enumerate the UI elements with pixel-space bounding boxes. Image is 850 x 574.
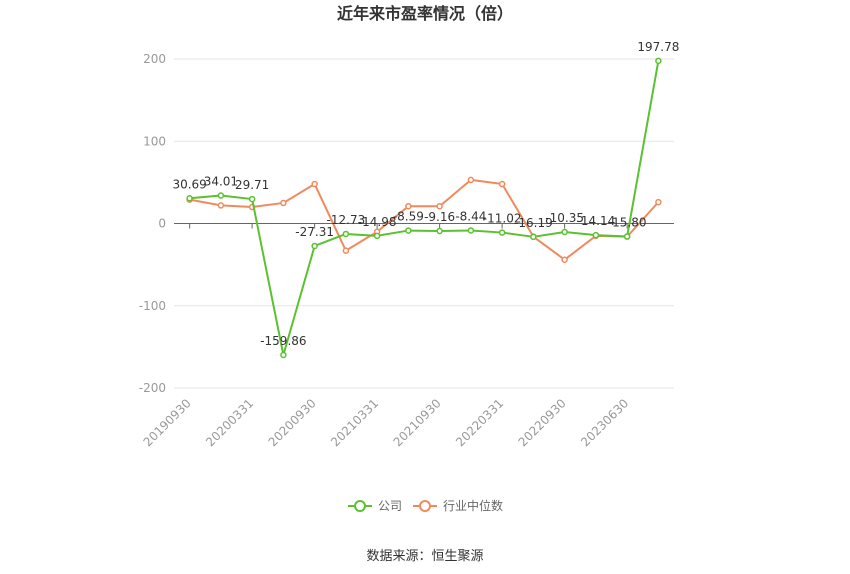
y-tick-label: -100: [139, 299, 166, 313]
data-point-company[interactable]: [561, 228, 568, 236]
legend-item-industry[interactable]: 行业中位数: [413, 498, 503, 513]
data-point-industry[interactable]: [342, 247, 350, 254]
y-tick-label: -200: [139, 381, 166, 395]
data-label: -16.19: [514, 216, 553, 230]
data-point-company[interactable]: [280, 351, 287, 359]
data-label: -14.98: [358, 215, 397, 229]
data-point-company[interactable]: [342, 230, 350, 238]
data-point-company[interactable]: [436, 227, 443, 235]
series-layer: [186, 57, 662, 359]
x-tick-label: 20190930: [141, 396, 194, 449]
data-point-company[interactable]: [655, 57, 662, 65]
data-point-industry[interactable]: [405, 202, 412, 210]
legend-label-company: 公司: [378, 499, 402, 513]
data-label: -11.02: [483, 212, 522, 226]
data-label: -10.35: [545, 211, 584, 225]
data-point-company[interactable]: [373, 232, 381, 240]
data-point-company[interactable]: [530, 233, 537, 241]
data-point-company[interactable]: [311, 242, 318, 250]
data-label: -15.80: [608, 215, 647, 229]
data-point-industry[interactable]: [280, 199, 287, 207]
x-axis: 20190930 20200331 20200930 20210331 20210930…: [141, 396, 632, 449]
x-tick-label: 20220930: [516, 396, 569, 449]
data-label: -8.59: [393, 210, 424, 224]
x-tick-label: 20200331: [203, 396, 256, 449]
data-point-company[interactable]: [498, 229, 506, 236]
data-label: 34.01: [204, 175, 238, 189]
legend-marker-industry: [419, 500, 431, 512]
legend-label-industry: 行业中位数: [443, 498, 503, 513]
data-point-industry[interactable]: [467, 176, 475, 184]
data-point-industry[interactable]: [311, 180, 318, 188]
data-point-company[interactable]: [217, 192, 225, 199]
data-label: 30.69: [172, 177, 206, 191]
data-point-company[interactable]: [467, 227, 475, 234]
data-point-company[interactable]: [623, 233, 631, 240]
y-axis: -200 -100 0 100 200: [139, 52, 166, 395]
legend: 公司 行业中位数: [348, 498, 503, 513]
data-point-company[interactable]: [405, 227, 412, 234]
x-tick-label: 20210930: [391, 396, 444, 449]
data-label: -12.73: [327, 213, 366, 227]
data-point-industry[interactable]: [436, 202, 443, 210]
y-tick-label: 100: [143, 134, 166, 148]
data-point-industry[interactable]: [498, 180, 506, 188]
data-point-industry[interactable]: [561, 256, 568, 263]
data-point-industry[interactable]: [217, 202, 225, 209]
data-point-company[interactable]: [186, 195, 193, 202]
data-label: -27.31: [295, 225, 334, 239]
data-source: 数据来源：恒生聚源: [366, 549, 483, 564]
y-tick-label: 0: [158, 217, 166, 231]
data-point-company[interactable]: [248, 195, 256, 203]
legend-marker-company: [354, 500, 366, 512]
x-tick-label: 20220331: [453, 396, 506, 449]
data-label: 197.78: [637, 40, 679, 54]
data-label: -8.44: [455, 209, 486, 223]
y-tick-label: 200: [143, 52, 166, 66]
x-tick-label: 20230630: [578, 396, 631, 449]
data-label: -14.14: [577, 214, 616, 228]
series-line-industry: [189, 178, 660, 261]
x-tick-label: 20210331: [328, 396, 381, 449]
legend-item-company[interactable]: 公司: [348, 499, 402, 513]
data-label: 29.71: [235, 178, 269, 192]
data-point-industry[interactable]: [655, 198, 662, 206]
series-line-company: [189, 60, 660, 356]
data-label: -9.16: [424, 210, 455, 224]
data-label: -159.86: [260, 334, 306, 348]
data-point-company[interactable]: [592, 231, 600, 239]
x-tick-label: 20200930: [266, 396, 319, 449]
chart-title: 近年来市盈率情况（倍）: [337, 4, 513, 23]
